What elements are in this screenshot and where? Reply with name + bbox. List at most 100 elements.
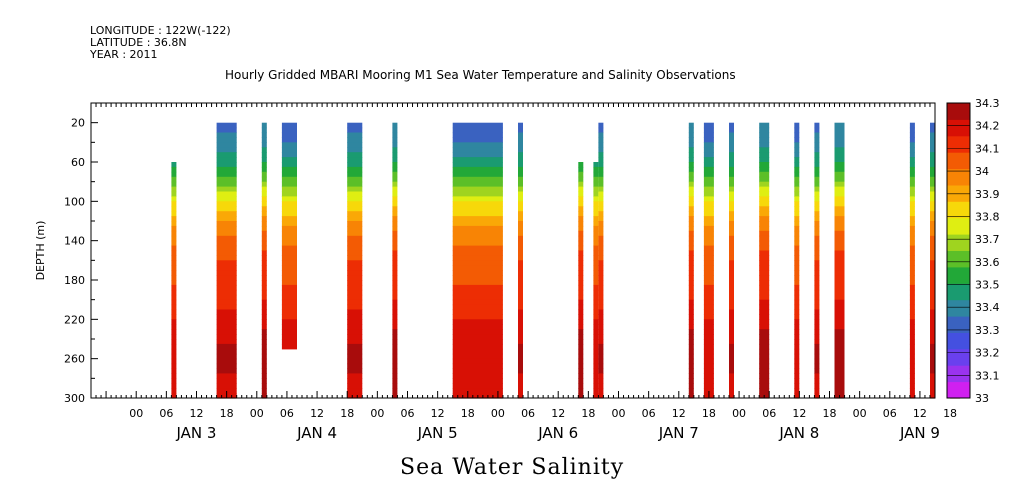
colorbar-swatch xyxy=(947,152,970,170)
salinity-cell xyxy=(216,339,237,345)
salinity-cell xyxy=(598,265,604,271)
salinity-cell xyxy=(281,230,297,237)
salinity-cell xyxy=(518,147,523,153)
salinity-cell xyxy=(729,142,734,148)
salinity-cell xyxy=(794,221,800,227)
salinity-cell xyxy=(688,324,694,330)
salinity-cell xyxy=(392,260,398,266)
salinity-cell xyxy=(688,162,694,168)
salinity-cell xyxy=(578,393,584,399)
x-hour-label: 00 xyxy=(250,407,264,420)
salinity-cell xyxy=(281,176,297,183)
salinity-cell xyxy=(171,348,177,355)
salinity-cell xyxy=(216,289,237,296)
observation-column xyxy=(930,122,935,399)
y-tick-label: 300 xyxy=(64,392,85,405)
salinity-cell xyxy=(216,137,237,143)
salinity-cell xyxy=(688,393,694,399)
salinity-cell xyxy=(593,363,599,370)
salinity-cell xyxy=(518,235,523,242)
salinity-cell xyxy=(347,147,363,153)
salinity-cell xyxy=(578,166,584,173)
salinity-cell xyxy=(593,250,599,256)
salinity-cell xyxy=(518,166,523,173)
salinity-cell xyxy=(703,157,714,163)
salinity-cell xyxy=(814,343,820,350)
salinity-cell xyxy=(814,388,820,394)
salinity-cell xyxy=(729,334,734,340)
salinity-cell xyxy=(281,235,297,242)
salinity-cell xyxy=(392,275,398,281)
salinity-cell xyxy=(261,265,267,271)
salinity-cell xyxy=(834,304,845,311)
salinity-cell xyxy=(452,383,503,389)
salinity-cell xyxy=(281,314,297,320)
salinity-cell xyxy=(281,201,297,207)
x-hour-label: 18 xyxy=(220,407,234,420)
salinity-cell xyxy=(281,196,297,202)
salinity-cell xyxy=(794,122,800,129)
colorbar-label: 34.1 xyxy=(975,142,1000,155)
salinity-cell xyxy=(347,137,363,143)
salinity-cell xyxy=(759,142,770,148)
salinity-cell xyxy=(171,245,177,252)
salinity-cell xyxy=(347,260,363,266)
y-tick-label: 100 xyxy=(64,195,85,208)
salinity-cell xyxy=(261,152,267,158)
salinity-cell xyxy=(814,122,820,129)
salinity-cell xyxy=(392,373,398,379)
salinity-cell xyxy=(814,176,820,183)
salinity-cell xyxy=(794,265,800,271)
salinity-cell xyxy=(729,225,734,232)
salinity-cell xyxy=(216,368,237,374)
x-day-label: JAN 7 xyxy=(658,424,699,442)
salinity-cell xyxy=(909,388,915,394)
salinity-cell xyxy=(759,343,770,350)
salinity-cell xyxy=(794,225,800,232)
salinity-cell xyxy=(518,334,523,340)
salinity-cell xyxy=(729,230,734,237)
salinity-cell xyxy=(909,216,915,222)
colorbar-swatch xyxy=(947,168,970,186)
salinity-cell xyxy=(578,176,584,183)
salinity-cell xyxy=(598,343,604,350)
salinity-cell xyxy=(216,206,237,212)
x-hour-label: 06 xyxy=(883,407,897,420)
salinity-cell xyxy=(834,230,845,237)
salinity-cell xyxy=(598,162,604,168)
salinity-cell xyxy=(930,142,935,148)
salinity-cell xyxy=(703,221,714,227)
salinity-cell xyxy=(909,235,915,242)
salinity-cell xyxy=(347,142,363,148)
salinity-cell xyxy=(794,353,800,360)
salinity-cell xyxy=(281,280,297,286)
salinity-cell xyxy=(794,393,800,399)
salinity-cell xyxy=(171,373,177,379)
salinity-cell xyxy=(171,162,177,168)
salinity-cell xyxy=(759,309,770,315)
salinity-cell xyxy=(729,280,734,286)
salinity-cell xyxy=(518,339,523,345)
salinity-cell xyxy=(759,147,770,153)
salinity-cell xyxy=(688,132,694,138)
salinity-cell xyxy=(216,343,237,350)
salinity-cell xyxy=(703,294,714,301)
salinity-cell xyxy=(930,334,935,340)
salinity-cell xyxy=(814,289,820,296)
salinity-cell xyxy=(909,339,915,345)
salinity-cell xyxy=(261,378,267,384)
x-hour-label: 18 xyxy=(461,407,475,420)
salinity-cell xyxy=(834,196,845,202)
salinity-cell xyxy=(729,216,734,222)
salinity-cell xyxy=(688,196,694,202)
salinity-cell xyxy=(392,309,398,315)
salinity-cell xyxy=(814,216,820,222)
salinity-cell xyxy=(392,201,398,207)
salinity-cell xyxy=(729,122,734,129)
salinity-cell xyxy=(347,309,363,315)
salinity-cell xyxy=(759,201,770,207)
salinity-cell xyxy=(759,245,770,252)
salinity-cell xyxy=(688,127,694,134)
salinity-cell xyxy=(452,388,503,394)
salinity-cell xyxy=(281,294,297,301)
